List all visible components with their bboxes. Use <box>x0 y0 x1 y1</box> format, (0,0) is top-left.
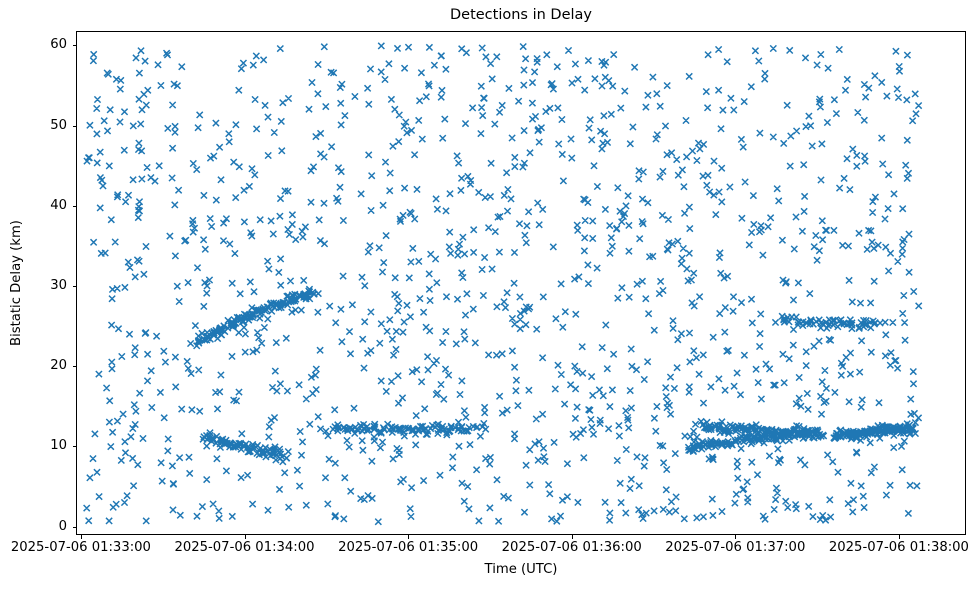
scatter-points-layer <box>83 42 923 526</box>
x-tick-mark <box>80 535 82 539</box>
y-tick-mark <box>72 205 76 207</box>
y-tick-label: 60 <box>50 37 67 53</box>
x-tick-label: 2025-07-06 01:37:00 <box>665 540 806 555</box>
y-tick-label: 10 <box>50 438 67 454</box>
chart-title: Detections in Delay <box>449 7 592 23</box>
y-tick-mark <box>72 526 76 528</box>
y-tick-label: 50 <box>50 117 67 133</box>
y-tick-mark <box>72 45 76 47</box>
y-axis-label-text: Bistatic Delay (km) <box>9 220 24 346</box>
y-tick-mark <box>72 285 76 287</box>
x-tick-mark <box>898 535 900 539</box>
x-tick-label: 2025-07-06 01:36:00 <box>501 540 642 555</box>
x-axis-label: Time (UTC) <box>484 562 558 577</box>
x-tick-label: 2025-07-06 01:33:00 <box>10 540 151 555</box>
y-tick-label: 30 <box>50 277 67 293</box>
y-tick-mark <box>72 125 76 127</box>
scatter-markers <box>83 42 923 526</box>
scatter-marker-group <box>83 42 923 526</box>
y-tick-mark <box>72 366 76 368</box>
x-tick-label: 2025-07-06 01:34:00 <box>174 540 315 555</box>
plot-area <box>76 31 966 535</box>
x-tick-mark <box>408 535 410 539</box>
y-tick-label: 0 <box>58 518 67 534</box>
y-tick-label: 20 <box>50 358 67 374</box>
x-tick-mark <box>244 535 246 539</box>
x-tick-label: 2025-07-06 01:35:00 <box>338 540 479 555</box>
x-tick-label: 2025-07-06 01:38:00 <box>828 540 969 555</box>
y-tick-label: 40 <box>50 197 67 213</box>
x-tick-mark <box>735 535 737 539</box>
y-tick-mark <box>72 446 76 448</box>
x-tick-mark <box>571 535 573 539</box>
